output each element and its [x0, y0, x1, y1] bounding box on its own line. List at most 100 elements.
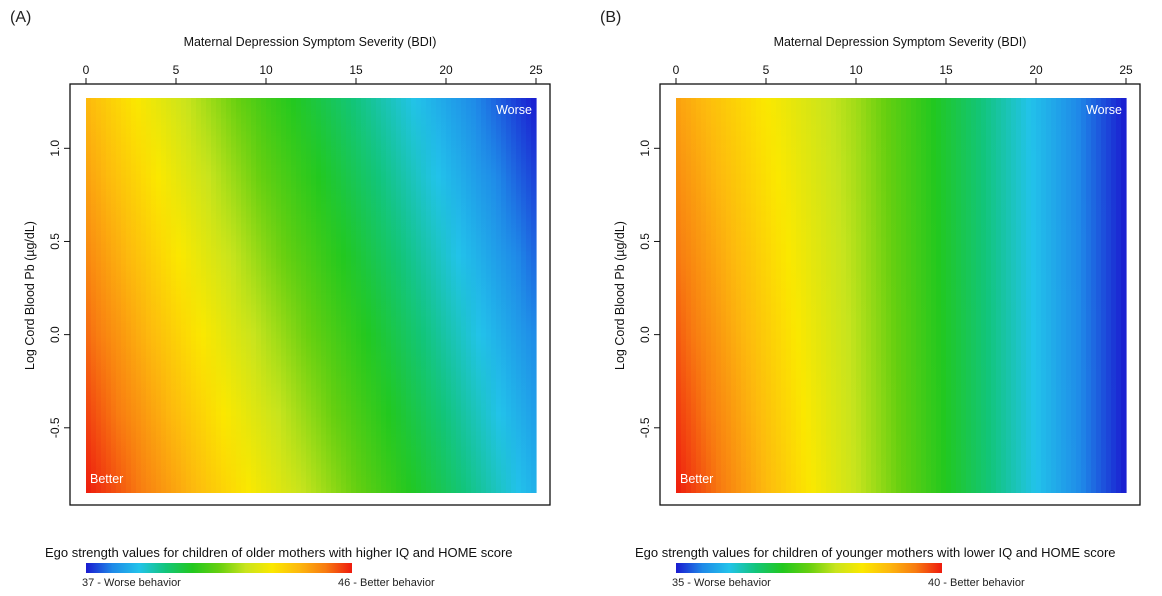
heatmap-cell [261, 98, 267, 493]
heatmap-cell [191, 98, 197, 493]
heatmap-cell [391, 98, 397, 493]
heatmap-cell [206, 98, 212, 493]
heatmap-cell [1006, 98, 1012, 493]
heatmap-cell [896, 98, 902, 493]
x-tick-label: 5 [763, 63, 770, 77]
heatmap-cell [186, 98, 192, 493]
heatmap-cell [831, 98, 837, 493]
heatmap-cell [756, 98, 762, 493]
heatmap-cell [1116, 98, 1122, 493]
heatmap-cell [851, 98, 857, 493]
heatmap-cell [821, 98, 827, 493]
heatmap-cell [376, 98, 382, 493]
heatmap-cell [816, 98, 822, 493]
heatmap-cell [366, 98, 372, 493]
heatmap-cell [306, 98, 312, 493]
better-label: Better [680, 472, 713, 486]
heatmap-cell [1016, 98, 1022, 493]
x-tick-label: 0 [673, 63, 680, 77]
heatmap-cell [411, 98, 417, 493]
colorbar [86, 563, 352, 573]
heatmap [86, 98, 537, 493]
heatmap-cell [86, 98, 92, 493]
heatmap-cell [296, 98, 302, 493]
heatmap-cell [886, 98, 892, 493]
heatmap-cell [806, 98, 812, 493]
heatmap-cell [161, 98, 167, 493]
x-tick-label: 15 [939, 63, 953, 77]
heatmap-cell [466, 98, 472, 493]
heatmap-cell [811, 98, 817, 493]
heatmap-cell [241, 98, 247, 493]
y-tick-label: -0.5 [638, 417, 652, 438]
y-tick-label: -0.5 [48, 417, 62, 438]
heatmap-cell [141, 98, 147, 493]
heatmap-cell [116, 98, 122, 493]
heatmap-cell [931, 98, 937, 493]
heatmap-cell [711, 98, 717, 493]
heatmap-cell [1121, 98, 1127, 493]
heatmap-cell [321, 98, 327, 493]
heatmap-cell [866, 98, 872, 493]
heatmap-cell [251, 98, 257, 493]
heatmap-cell [256, 98, 262, 493]
y-tick-label: 0.5 [638, 233, 652, 250]
heatmap-cell [936, 98, 942, 493]
colorbar-title: Ego strength values for children of youn… [635, 545, 1116, 560]
heatmap-cell [246, 98, 252, 493]
heatmap-cell [171, 98, 177, 493]
heatmap-cell [336, 98, 342, 493]
heatmap-cell [981, 98, 987, 493]
heatmap-cell [311, 98, 317, 493]
heatmap-cell [371, 98, 377, 493]
heatmap-cell [736, 98, 742, 493]
heatmap-cell [926, 98, 932, 493]
x-tick-label: 25 [529, 63, 543, 77]
heatmap-cell [236, 98, 242, 493]
heatmap-cell [676, 98, 682, 493]
heatmap-cell [761, 98, 767, 493]
heatmap-cell [526, 98, 532, 493]
heatmap-cell [476, 98, 482, 493]
y-tick-label: 1.0 [638, 140, 652, 157]
heatmap-cell [521, 98, 527, 493]
heatmap-cell [446, 98, 452, 493]
heatmap-cell [331, 98, 337, 493]
heatmap-cell [201, 98, 207, 493]
colorbar [676, 563, 942, 573]
better-label: Better [90, 472, 123, 486]
heatmap-cell [786, 98, 792, 493]
x-tick-label: 20 [439, 63, 453, 77]
heatmap-cell [406, 98, 412, 493]
heatmap-cell [881, 98, 887, 493]
heatmap-cell [126, 98, 132, 493]
heatmap-cell [1096, 98, 1102, 493]
heatmap-cell [221, 98, 227, 493]
heatmap-cell [966, 98, 972, 493]
heatmap-cell [361, 98, 367, 493]
colorbar-high-label: 40 - Better behavior [928, 577, 1025, 589]
heatmap-cell [846, 98, 852, 493]
heatmap-cell [691, 98, 697, 493]
worse-label: Worse [496, 103, 532, 117]
heatmap-cell [716, 98, 722, 493]
heatmap-cell [396, 98, 402, 493]
y-tick-label: 0.5 [48, 233, 62, 250]
heatmap-cell [976, 98, 982, 493]
heatmap-cell [1061, 98, 1067, 493]
panel-b: (B) Maternal Depression Symptom Severity … [600, 9, 1141, 589]
heatmap-cell [706, 98, 712, 493]
heatmap-cell [946, 98, 952, 493]
heatmap-cell [401, 98, 407, 493]
heatmap-cell [291, 98, 297, 493]
heatmap-cell [96, 98, 102, 493]
heatmap-cell [1081, 98, 1087, 493]
heatmap-cell [326, 98, 332, 493]
heatmap-cell [986, 98, 992, 493]
x-axis-title: Maternal Depression Symptom Severity (BD… [774, 35, 1027, 49]
heatmap-cell [271, 98, 277, 493]
heatmap-cell [316, 98, 322, 493]
heatmap-cell [1041, 98, 1047, 493]
x-axis-title: Maternal Depression Symptom Severity (BD… [184, 35, 437, 49]
